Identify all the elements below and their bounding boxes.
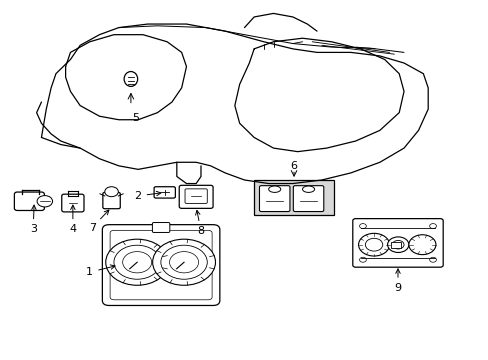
Ellipse shape: [302, 186, 314, 192]
Circle shape: [105, 239, 168, 285]
Circle shape: [387, 237, 408, 252]
Text: 3: 3: [30, 205, 37, 234]
FancyBboxPatch shape: [179, 185, 213, 208]
Ellipse shape: [268, 186, 280, 192]
Circle shape: [169, 252, 198, 273]
Text: 2: 2: [134, 191, 161, 201]
FancyBboxPatch shape: [102, 225, 220, 306]
Text: 8: 8: [195, 210, 204, 236]
Circle shape: [122, 252, 151, 273]
FancyBboxPatch shape: [184, 189, 207, 203]
Circle shape: [365, 238, 382, 251]
Circle shape: [104, 187, 118, 197]
FancyBboxPatch shape: [152, 222, 169, 233]
FancyBboxPatch shape: [61, 194, 84, 212]
Circle shape: [358, 233, 389, 256]
FancyBboxPatch shape: [352, 219, 442, 267]
Circle shape: [359, 224, 366, 229]
FancyBboxPatch shape: [259, 186, 289, 212]
Text: 6: 6: [290, 161, 297, 171]
Circle shape: [114, 245, 160, 279]
FancyBboxPatch shape: [154, 187, 175, 198]
Circle shape: [37, 195, 53, 207]
Circle shape: [429, 257, 435, 262]
Circle shape: [429, 224, 435, 229]
Bar: [254, 180, 333, 215]
Circle shape: [152, 239, 215, 285]
Circle shape: [161, 245, 207, 279]
FancyBboxPatch shape: [14, 192, 44, 211]
FancyBboxPatch shape: [293, 186, 323, 212]
Text: 4: 4: [69, 205, 76, 234]
Circle shape: [392, 240, 403, 249]
Text: 5: 5: [132, 113, 139, 123]
Circle shape: [359, 257, 366, 262]
Text: 1: 1: [86, 265, 115, 277]
Bar: [390, 242, 400, 248]
Text: 9: 9: [394, 269, 401, 293]
FancyBboxPatch shape: [102, 192, 120, 209]
Text: 7: 7: [88, 210, 109, 233]
Circle shape: [408, 235, 435, 255]
FancyBboxPatch shape: [110, 230, 212, 300]
Ellipse shape: [124, 72, 138, 86]
